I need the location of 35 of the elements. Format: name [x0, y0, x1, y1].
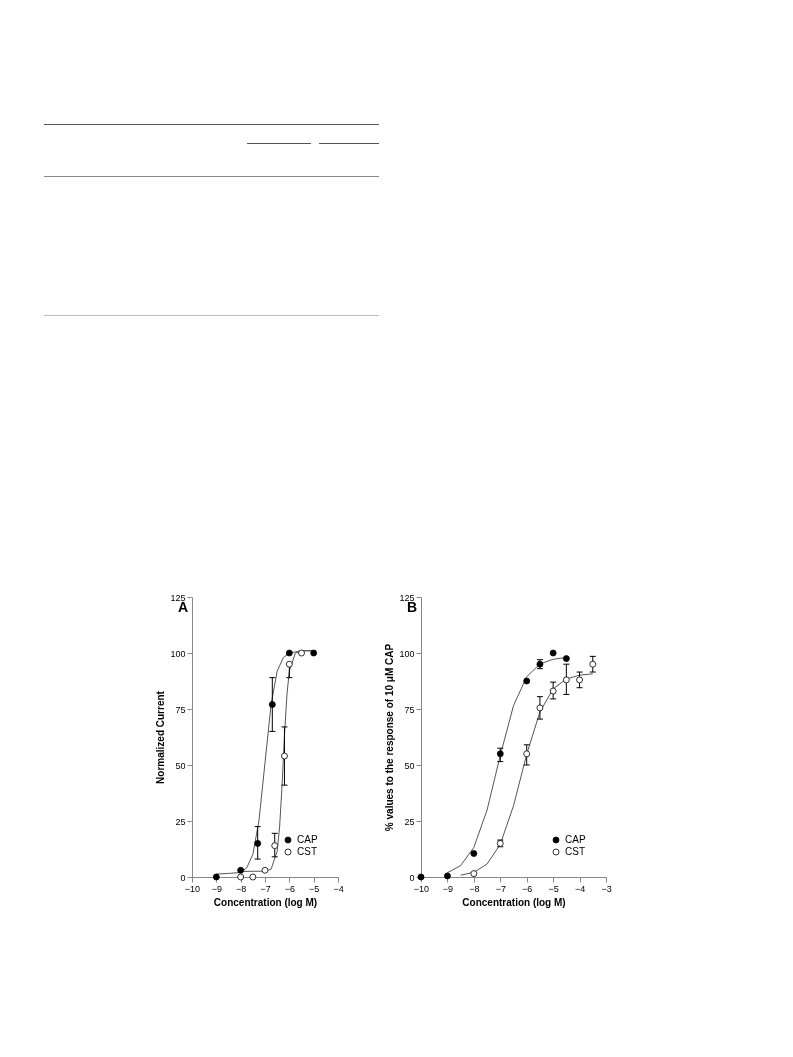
x-tick-label: −10	[413, 883, 430, 894]
y-tick-label: 0	[409, 872, 415, 883]
x-tick-label: −8	[236, 883, 247, 894]
y-axis-title: % values to the response of 10 μM CAP	[384, 643, 396, 832]
y-tick-label: 50	[404, 760, 415, 771]
y-tick-label: 75	[404, 704, 415, 715]
y-tick-label: 50	[175, 760, 186, 771]
legend-label: CST	[565, 846, 585, 857]
y-tick-label: 25	[404, 816, 415, 827]
y-tick-label: 125	[170, 592, 186, 603]
x-tick-label: −6	[522, 883, 533, 894]
y-tick-label: 25	[175, 816, 186, 827]
legend-label: CAP	[565, 834, 586, 845]
x-tick-label: −6	[284, 883, 295, 894]
y-tick-label: 0	[180, 872, 186, 883]
x-axis-title: Concentration (log M)	[213, 896, 318, 908]
y-tick-label: 100	[399, 648, 415, 659]
x-axis-title: Concentration (log M)	[462, 896, 566, 908]
y-tick-label: 125	[399, 592, 415, 603]
x-tick-label: −10	[184, 883, 201, 894]
x-tick-label: −4	[333, 883, 344, 894]
x-tick-label: −7	[495, 883, 506, 894]
legend-label: CAP	[297, 834, 318, 845]
x-tick-label: −3	[601, 883, 612, 894]
y-tick-label: 75	[175, 704, 186, 715]
x-tick-label: −9	[442, 883, 454, 894]
x-tick-label: −7	[260, 883, 271, 894]
x-tick-label: −9	[211, 883, 222, 894]
x-tick-label: −5	[548, 883, 559, 894]
y-tick-label: 100	[170, 648, 186, 659]
y-axis-title: Normalized Current	[155, 690, 167, 784]
x-tick-label: −4	[574, 883, 586, 894]
x-tick-label: −8	[469, 883, 480, 894]
x-tick-label: −5	[309, 883, 320, 894]
legend-label: CST	[297, 846, 317, 857]
